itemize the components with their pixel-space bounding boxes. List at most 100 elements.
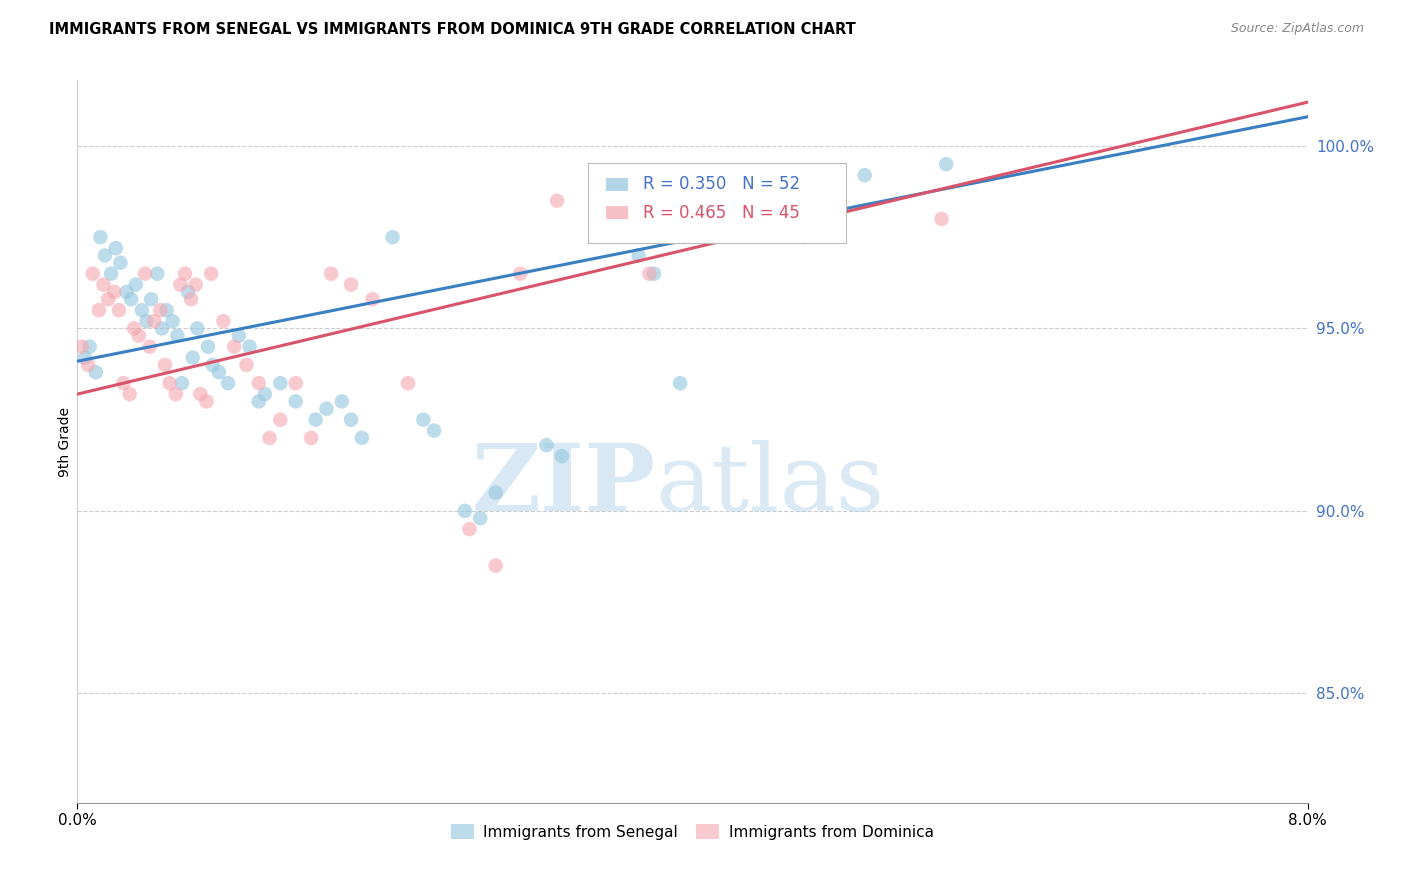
- Point: [174, 267, 197, 281]
- Point: [89, 230, 111, 244]
- Point: [166, 328, 188, 343]
- Point: [509, 267, 531, 281]
- Point: [146, 267, 169, 281]
- Point: [361, 292, 384, 306]
- Point: [128, 328, 150, 343]
- Point: [350, 431, 373, 445]
- Point: [177, 285, 200, 299]
- Point: [100, 267, 122, 281]
- Point: [396, 376, 419, 391]
- Point: [97, 292, 120, 306]
- Bar: [606, 178, 628, 191]
- Point: [188, 387, 212, 401]
- Point: [73, 351, 96, 365]
- Point: [131, 303, 153, 318]
- Point: [931, 211, 953, 226]
- Point: [104, 241, 127, 255]
- Point: [454, 504, 477, 518]
- Point: [70, 340, 93, 354]
- Point: [135, 314, 157, 328]
- Point: [315, 401, 337, 416]
- Point: [165, 387, 187, 401]
- Point: [115, 285, 138, 299]
- Point: [485, 485, 508, 500]
- Point: [181, 351, 204, 365]
- Point: [470, 511, 492, 525]
- Point: [200, 267, 222, 281]
- Point: [247, 394, 270, 409]
- Bar: [606, 206, 628, 219]
- Point: [184, 277, 207, 292]
- Point: [93, 277, 115, 292]
- Point: [169, 277, 191, 292]
- Legend: Immigrants from Senegal, Immigrants from Dominica: Immigrants from Senegal, Immigrants from…: [446, 818, 939, 846]
- FancyBboxPatch shape: [588, 163, 846, 243]
- Point: [340, 412, 363, 426]
- Point: [638, 267, 661, 281]
- Point: [551, 449, 574, 463]
- Point: [458, 522, 481, 536]
- Point: [235, 358, 257, 372]
- Point: [82, 267, 104, 281]
- Point: [118, 387, 141, 401]
- Point: [284, 376, 307, 391]
- Point: [792, 230, 814, 244]
- Point: [269, 412, 291, 426]
- Point: [536, 438, 558, 452]
- Point: [201, 358, 224, 372]
- Point: [224, 340, 246, 354]
- Point: [112, 376, 135, 391]
- Point: [217, 376, 239, 391]
- Point: [381, 230, 404, 244]
- Point: [170, 376, 193, 391]
- Point: [197, 340, 219, 354]
- Point: [827, 194, 849, 208]
- Point: [103, 285, 125, 299]
- Point: [195, 394, 218, 409]
- Point: [208, 365, 231, 379]
- Point: [122, 321, 145, 335]
- Text: R = 0.350   N = 52: R = 0.350 N = 52: [644, 176, 800, 194]
- Point: [247, 376, 270, 391]
- Point: [155, 303, 177, 318]
- Point: [228, 328, 250, 343]
- Point: [77, 358, 100, 372]
- Point: [319, 267, 342, 281]
- Point: [669, 376, 692, 391]
- Point: [643, 267, 665, 281]
- Point: [259, 431, 281, 445]
- Text: IMMIGRANTS FROM SENEGAL VS IMMIGRANTS FROM DOMINICA 9TH GRADE CORRELATION CHART: IMMIGRANTS FROM SENEGAL VS IMMIGRANTS FR…: [49, 22, 856, 37]
- Y-axis label: 9th Grade: 9th Grade: [58, 407, 72, 476]
- Point: [134, 267, 156, 281]
- Point: [269, 376, 291, 391]
- Point: [153, 358, 176, 372]
- Point: [79, 340, 101, 354]
- Point: [186, 321, 208, 335]
- Point: [87, 303, 110, 318]
- Point: [853, 168, 876, 182]
- Text: R = 0.465   N = 45: R = 0.465 N = 45: [644, 203, 800, 221]
- Point: [546, 194, 568, 208]
- Point: [159, 376, 181, 391]
- Point: [108, 303, 131, 318]
- Text: Source: ZipAtlas.com: Source: ZipAtlas.com: [1230, 22, 1364, 36]
- Point: [299, 431, 322, 445]
- Point: [94, 248, 117, 262]
- Point: [141, 292, 163, 306]
- Point: [340, 277, 363, 292]
- Point: [110, 256, 132, 270]
- Point: [627, 248, 650, 262]
- Point: [138, 340, 160, 354]
- Point: [150, 321, 173, 335]
- Point: [330, 394, 353, 409]
- Point: [143, 314, 166, 328]
- Point: [120, 292, 142, 306]
- Point: [305, 412, 328, 426]
- Text: ZIP: ZIP: [471, 440, 655, 530]
- Point: [412, 412, 434, 426]
- Point: [423, 424, 446, 438]
- Point: [149, 303, 172, 318]
- Point: [180, 292, 202, 306]
- Text: atlas: atlas: [655, 440, 884, 530]
- Point: [253, 387, 276, 401]
